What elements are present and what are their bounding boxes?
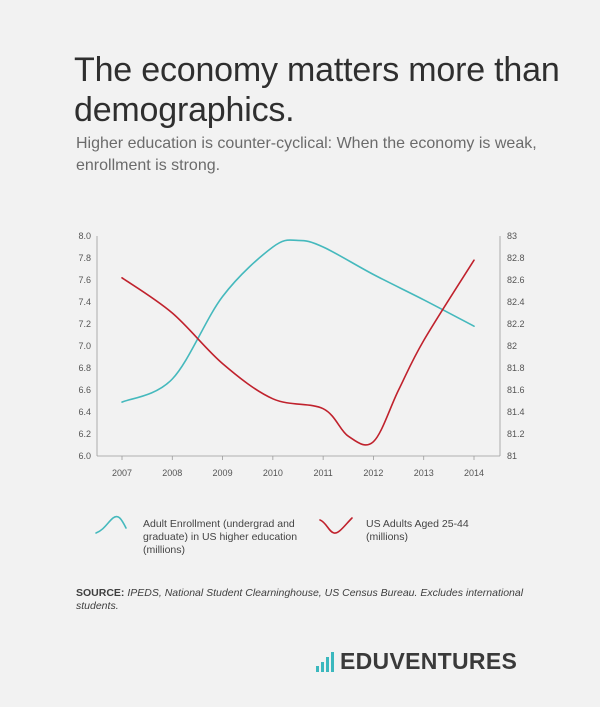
y-right-tick-label: 83	[507, 231, 517, 241]
y-left-tick-label: 6.2	[78, 429, 91, 439]
x-tick-label: 2012	[363, 468, 383, 478]
y-right-tick-label: 81	[507, 451, 517, 461]
y-right-tick-label: 82.2	[507, 319, 525, 329]
x-tick-label: 2011	[313, 468, 332, 478]
chart-subtitle: Higher education is counter-cyclical: Wh…	[76, 135, 537, 174]
logo-bars-icon	[316, 652, 336, 672]
legend-label-enrollment: Adult Enrollment (undergrad and graduate…	[143, 518, 298, 556]
y-left-tick-label: 6.4	[78, 407, 91, 417]
y-left-tick-label: 6.0	[78, 451, 91, 461]
y-right-tick-label: 82	[507, 341, 517, 351]
x-tick-label: 2008	[162, 468, 182, 478]
source-label: SOURCE:	[76, 587, 125, 599]
y-left-tick-label: 7.2	[78, 319, 91, 329]
x-tick-label: 2013	[414, 468, 434, 478]
y-right-tick-label: 81.2	[507, 429, 525, 439]
legend-swatch-enrollment	[95, 515, 127, 534]
y-left-tick-label: 7.0	[78, 341, 91, 351]
y-left-tick-label: 6.8	[78, 363, 91, 373]
y-right-tick-label: 81.4	[507, 407, 525, 417]
y-left-tick-label: 8.0	[78, 231, 91, 241]
y-left-tick-label: 7.6	[78, 275, 91, 285]
y-right-tick-label: 82.8	[507, 253, 525, 263]
series-line-enrollment	[121, 239, 475, 403]
series-line-population	[121, 259, 475, 446]
y-right-tick-label: 82.4	[507, 297, 525, 307]
chart-title: The economy matters more than demographi…	[74, 51, 560, 129]
y-right-tick-label: 82.6	[507, 275, 525, 285]
source-note: SOURCE: IPEDS, National Student Clearnin…	[76, 587, 546, 613]
source-text: IPEDS, National Student Clearninghouse, …	[76, 587, 524, 612]
y-right-tick-label: 81.8	[507, 363, 525, 373]
x-tick-label: 2009	[213, 468, 233, 478]
y-right-tick-label: 81.6	[507, 385, 525, 395]
x-tick-label: 2010	[263, 468, 283, 478]
x-tick-label: 2007	[112, 468, 132, 478]
y-left-tick-label: 7.4	[78, 297, 91, 307]
y-left-tick-label: 7.8	[78, 253, 91, 263]
y-left-tick-label: 6.6	[78, 385, 91, 395]
x-tick-label: 2014	[464, 468, 484, 478]
eduventures-logo: EDUVENTURES	[316, 648, 518, 674]
logo-wordmark: EDUVENTURES	[340, 648, 518, 674]
legend-label-population: US Adults Aged 25-44 (millions)	[366, 518, 469, 543]
legend-swatch-population	[319, 517, 353, 534]
